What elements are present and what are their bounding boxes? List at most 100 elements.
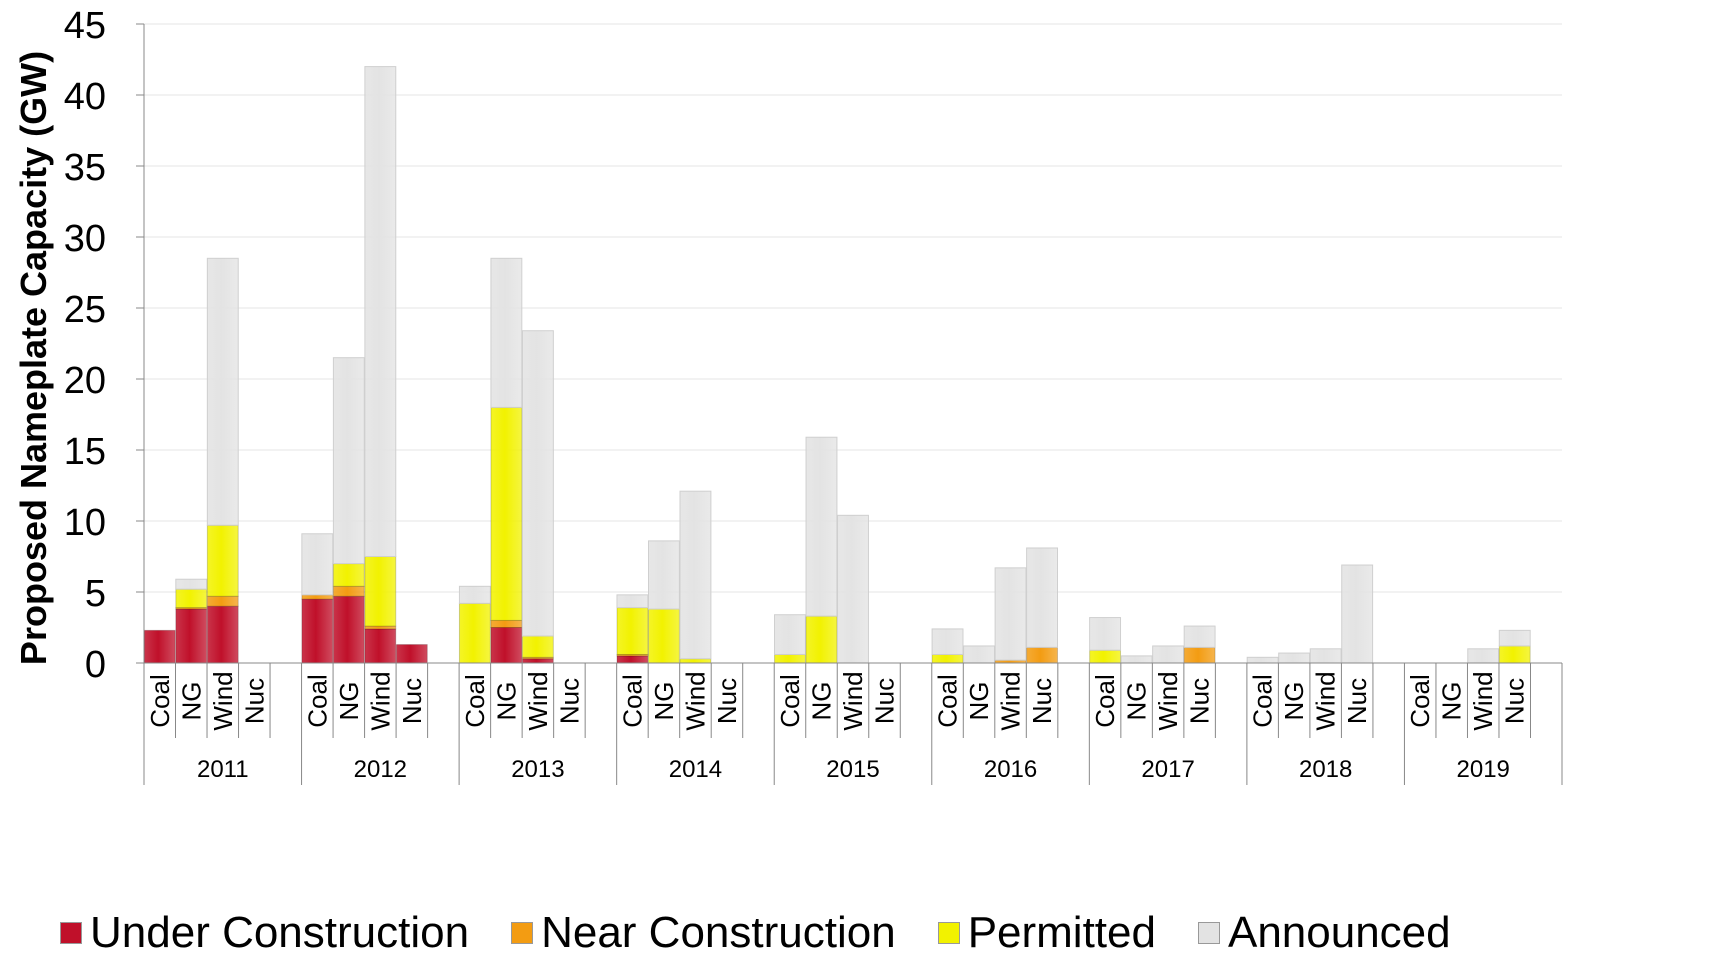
bar-segment-announced [1309, 648, 1342, 664]
fuel-label: Coal [775, 674, 805, 727]
bar-segment-permitted [175, 588, 208, 609]
bar-segment-permitted [364, 556, 397, 627]
legend-item: Permitted [937, 908, 1156, 958]
bar-segment-near-construction [490, 619, 523, 629]
fuel-label: NG [1437, 682, 1467, 721]
bar-segment-announced [1026, 547, 1059, 648]
legend: Under Construction Near Construction Permi… [60, 908, 1451, 958]
legend-item: Near Construction [511, 908, 896, 958]
fuel-label: Wind [1468, 671, 1498, 730]
fuel-label: Wind [365, 671, 395, 730]
fuel-label: Nuc [1185, 678, 1215, 724]
fuel-label: Wind [208, 671, 238, 730]
y-tick-label: 20 [64, 360, 106, 402]
fuel-label: NG [806, 682, 836, 721]
y-tick-label: 45 [64, 5, 106, 47]
legend-swatch [60, 922, 82, 944]
bar-segment-announced [616, 594, 649, 609]
fuel-label: NG [176, 682, 206, 721]
bar-segment-permitted [805, 615, 838, 664]
fuel-label: Nuc [239, 678, 269, 724]
legend-label: Near Construction [541, 908, 896, 957]
legend-swatch [1197, 922, 1220, 944]
fuel-label: Nuc [1027, 678, 1057, 724]
bar-segment-under-construction [521, 658, 554, 664]
bar-segment-permitted [490, 406, 523, 621]
fuel-label: Coal [1405, 674, 1435, 727]
year-label: 2018 [1299, 756, 1352, 783]
bar-segment-announced [1498, 629, 1531, 647]
bar-segment-announced [963, 645, 995, 664]
bar-segment-under-construction [301, 598, 334, 664]
bar-segment-near-construction [1026, 646, 1059, 664]
y-tick-label: 10 [64, 502, 106, 544]
bar-segment-permitted [332, 563, 365, 587]
y-tick-label: 35 [64, 147, 106, 189]
bar-segment-permitted [774, 653, 806, 664]
bar-segment-permitted [1498, 645, 1531, 664]
year-label: 2015 [826, 756, 879, 783]
fuel-label: Nuc [554, 678, 584, 724]
fuel-label: Coal [617, 674, 647, 727]
legend-label: Under Construction [90, 908, 470, 957]
year-label: 2019 [1457, 756, 1510, 783]
bar-segment-near-construction [206, 595, 239, 607]
fuel-label: Nuc [1342, 678, 1372, 724]
legend-swatch [511, 922, 534, 944]
bar-segment-permitted [521, 635, 554, 658]
legend-item: Announced [1197, 908, 1451, 958]
fuel-label: Nuc [870, 678, 900, 724]
fuel-label: Coal [145, 674, 175, 727]
y-tick-label: 15 [64, 431, 106, 473]
bar-segment-announced [206, 257, 239, 526]
bar-segment-announced [1278, 652, 1311, 664]
y-axis-title: Proposed Nameplate Capacity (GW) [13, 51, 54, 665]
fuel-label: NG [1122, 682, 1152, 721]
fuel-label: Nuc [1500, 678, 1530, 724]
fuel-label: NG [334, 682, 364, 721]
fuel-label: Wind [996, 671, 1026, 730]
bar-segment-announced [1467, 648, 1500, 664]
fuel-label: NG [491, 682, 521, 721]
chart-area: 0 5 10 15 20 25 30 35 40 45 Coal NG Wind Nuc 2011 Coal N… [13, 5, 1563, 785]
y-axis-title-group: Proposed Nameplate Capacity (GW) [13, 51, 54, 665]
bar-segment-near-construction [1183, 646, 1216, 664]
legend-label: Announced [1227, 908, 1451, 957]
bar-segment-announced [521, 330, 554, 637]
fuel-label: Coal [460, 674, 490, 727]
fuel-label: Coal [1248, 674, 1278, 727]
bar-segment-announced [332, 357, 365, 565]
year-label: 2017 [1141, 756, 1194, 783]
bar-segment-under-construction [616, 655, 649, 664]
fuel-label: NG [649, 682, 679, 721]
fuel-label: Wind [1311, 671, 1341, 730]
bar-segment-announced [647, 540, 680, 610]
bar-segment-announced [931, 628, 964, 655]
bar-segment-announced [1341, 564, 1374, 664]
bar-segment-announced [1152, 645, 1185, 664]
bar-segment-permitted [647, 608, 680, 664]
fuel-label: Wind [523, 671, 553, 730]
bar-segment-announced [837, 514, 869, 664]
fuel-label: NG [964, 682, 994, 721]
year-label: 2012 [354, 756, 407, 783]
bar-segment-announced [994, 567, 1027, 661]
bar-segment-announced [458, 585, 491, 604]
bar-segment-under-construction [206, 605, 239, 664]
bar-segment-permitted [458, 602, 491, 664]
bar-segment-permitted [206, 524, 239, 597]
fuel-label: Coal [302, 674, 332, 727]
bar-segment-under-construction [490, 627, 523, 664]
fuel-label: Wind [838, 671, 868, 730]
fuel-label: Nuc [712, 678, 742, 724]
bar-segment-under-construction [364, 628, 397, 664]
bar-segment-announced [1183, 625, 1216, 648]
year-label: 2014 [669, 756, 722, 783]
bar-segment-permitted [931, 653, 964, 664]
bar-segment-under-construction [395, 644, 428, 664]
year-label: 2016 [984, 756, 1037, 783]
fuel-label: Wind [1153, 671, 1183, 730]
bar-segment-announced [1089, 617, 1122, 651]
